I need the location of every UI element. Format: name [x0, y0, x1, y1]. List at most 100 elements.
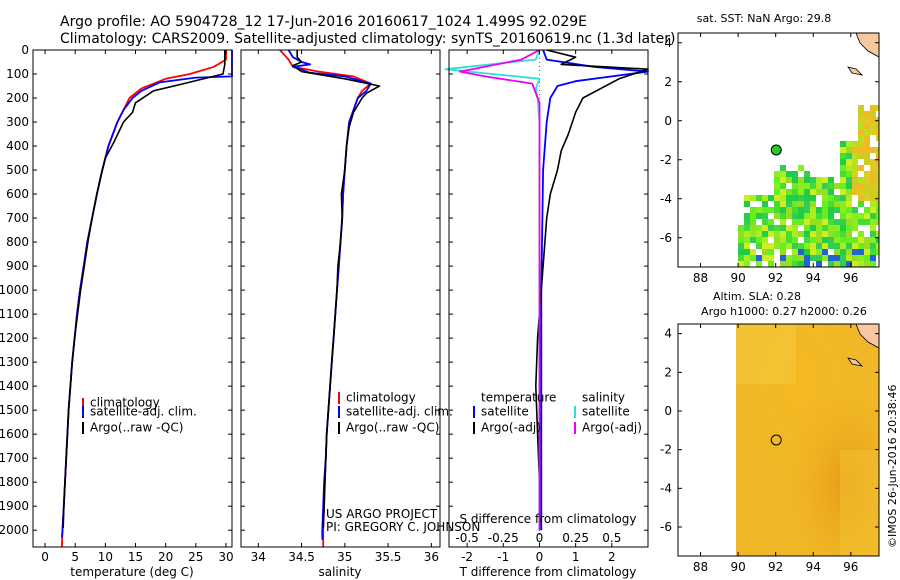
sst-cell — [858, 231, 864, 237]
sst-cell — [822, 189, 828, 195]
sst-cell — [840, 243, 846, 249]
sst-cell — [828, 255, 834, 261]
sst-cell — [816, 213, 822, 219]
sst-cell — [840, 249, 846, 255]
sst-cell — [876, 213, 879, 219]
map-x-tick-label: 90 — [730, 271, 745, 285]
sst-cell — [750, 249, 756, 255]
sst-cell — [756, 207, 762, 213]
sst-cell — [774, 231, 780, 237]
map-x-tick-label: 88 — [693, 560, 708, 574]
sst-cell — [840, 171, 846, 177]
sst-cell — [816, 189, 822, 195]
y-tick-label: 400 — [6, 139, 29, 153]
sst-cell — [846, 165, 852, 171]
sst-cell — [774, 195, 780, 201]
sst-cell — [876, 105, 879, 111]
sst-cell — [864, 255, 870, 261]
sst-cell — [876, 117, 879, 123]
sst-cell — [762, 237, 768, 243]
sst-cell — [810, 189, 816, 195]
sst-cell — [852, 249, 858, 255]
sla-map-title: Altim. SLA: 0.28 — [713, 290, 801, 303]
sst-cell — [876, 123, 879, 129]
sst-cell — [846, 141, 852, 147]
sst-cell — [858, 219, 864, 225]
sst-cell — [762, 201, 768, 207]
imos-stamp: ©IMOS 26-Jun-2016 20:38:46 — [886, 384, 899, 548]
legend-T-argo-label: Argo(-adj) — [481, 421, 541, 435]
map-x-tick-label: 92 — [768, 271, 783, 285]
map-x-tick-label: 88 — [693, 271, 708, 285]
sst-cell — [810, 237, 816, 243]
sst-cell — [870, 129, 876, 135]
sst-cell — [780, 243, 786, 249]
sst-cell — [858, 147, 864, 153]
sst-cell — [798, 189, 804, 195]
sst-cell — [834, 183, 840, 189]
sst-cell — [876, 189, 879, 195]
sst-cell — [810, 213, 816, 219]
map-x-tick-label: 90 — [730, 560, 745, 574]
sst-cell — [852, 189, 858, 195]
map-y-tick-label: -4 — [660, 192, 672, 206]
sst-cell — [846, 255, 852, 261]
y-tick-label: 1200 — [0, 331, 29, 345]
sst-cell — [828, 201, 834, 207]
sst-cell — [816, 231, 822, 237]
legend-S-satellite-label: satellite — [582, 405, 630, 419]
sst-cell — [864, 207, 870, 213]
sst-cell — [858, 141, 864, 147]
argo-float-marker — [770, 144, 782, 156]
sst-cell — [846, 177, 852, 183]
y-tick-label: 1800 — [0, 475, 29, 489]
sst-cell — [744, 255, 750, 261]
series-line-2 — [292, 50, 381, 528]
sst-cell — [852, 207, 858, 213]
sst-cell — [858, 201, 864, 207]
sst-cell — [828, 219, 834, 225]
sst-cell — [792, 255, 798, 261]
legend-satellite-label: satellite-adj. clim. — [90, 405, 197, 419]
sst-cell — [858, 135, 864, 141]
sst-cell — [780, 165, 786, 171]
sst-cell — [810, 207, 816, 213]
sst-cell — [780, 237, 786, 243]
sst-cell — [804, 201, 810, 207]
map-y-tick-label: 2 — [664, 365, 672, 379]
s-tick-label: -0.25 — [488, 531, 519, 545]
sst-cell — [744, 261, 750, 267]
sst-cell — [864, 111, 870, 117]
sst-cell — [852, 183, 858, 189]
sst-cell — [870, 105, 876, 111]
sst-cell — [780, 219, 786, 225]
legend-satellite-label: satellite-adj. clim. — [346, 405, 453, 419]
sst-cell — [768, 219, 774, 225]
sst-cell — [858, 117, 864, 123]
sst-cell — [852, 237, 858, 243]
sst-cell — [774, 183, 780, 189]
x-tick-label: 20 — [158, 550, 173, 564]
legend-salinity-title: salinity — [582, 391, 625, 405]
sst-cell — [846, 147, 852, 153]
temperature-panel-frame — [32, 49, 233, 548]
sst-cell — [864, 159, 870, 165]
sst-cell — [774, 177, 780, 183]
sst-cell — [876, 249, 879, 255]
sst-cell — [774, 213, 780, 219]
sst-cell — [780, 183, 786, 189]
sst-cell — [804, 213, 810, 219]
sst-cell — [876, 171, 879, 177]
sst-cell — [798, 231, 804, 237]
salinity-panel: 34 34.5 35 35.5 36 salinity climatology sate… — [240, 49, 480, 579]
sst-cell — [768, 195, 774, 201]
sst-cell — [858, 213, 864, 219]
sst-cell — [834, 249, 840, 255]
sst-cell — [738, 261, 744, 267]
sst-cell — [768, 243, 774, 249]
sst-cell — [810, 249, 816, 255]
series-line-1 — [534, 49, 649, 528]
sst-cell — [762, 249, 768, 255]
series-line-2 — [444, 49, 541, 531]
s-tick-label: -0.5 — [455, 531, 478, 545]
